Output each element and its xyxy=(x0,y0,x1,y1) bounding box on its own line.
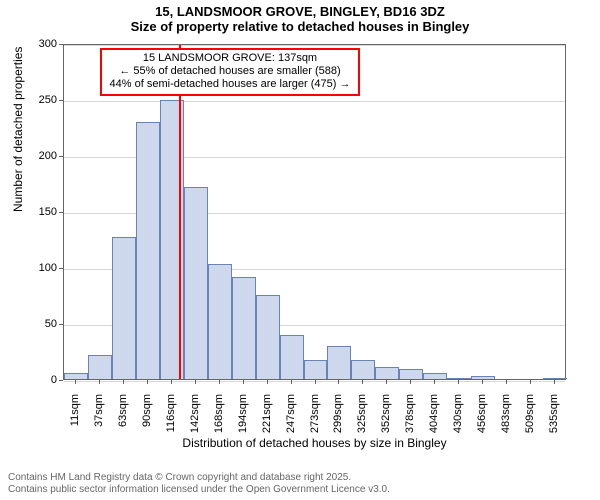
histogram-bar xyxy=(232,277,256,379)
y-tick-mark xyxy=(59,380,63,381)
x-tick-label: 430sqm xyxy=(452,394,464,442)
y-tick-mark xyxy=(59,324,63,325)
x-tick-label: 11sqm xyxy=(69,394,81,442)
x-tick-label: 483sqm xyxy=(500,394,512,442)
x-tick-mark xyxy=(291,380,292,384)
histogram-bar xyxy=(471,376,495,379)
histogram-bar xyxy=(375,367,399,379)
x-tick-label: 352sqm xyxy=(380,394,392,442)
y-tick-label: 250 xyxy=(17,94,57,106)
titles: 15, LANDSMOOR GROVE, BINGLEY, BD16 3DZ S… xyxy=(0,4,600,34)
x-tick-label: 299sqm xyxy=(332,394,344,442)
footer: Contains HM Land Registry data © Crown c… xyxy=(8,472,390,496)
y-tick-label: 50 xyxy=(17,318,57,330)
x-tick-mark xyxy=(434,380,435,384)
x-tick-label: 325sqm xyxy=(356,394,368,442)
x-tick-mark xyxy=(458,380,459,384)
histogram-bar xyxy=(304,360,328,379)
x-tick-label: 168sqm xyxy=(213,394,225,442)
histogram-bar xyxy=(280,335,304,379)
histogram-bar xyxy=(351,360,375,379)
histogram-bar xyxy=(64,373,88,379)
x-tick-mark xyxy=(315,380,316,384)
x-tick-label: 90sqm xyxy=(141,394,153,442)
x-tick-mark xyxy=(338,380,339,384)
y-tick-mark xyxy=(59,156,63,157)
histogram-bar xyxy=(399,369,423,379)
x-tick-mark xyxy=(171,380,172,384)
histogram-bar xyxy=(327,346,351,379)
y-tick-label: 150 xyxy=(17,206,57,218)
x-tick-mark xyxy=(386,380,387,384)
x-tick-label: 404sqm xyxy=(428,394,440,442)
footer-line1: Contains HM Land Registry data © Crown c… xyxy=(8,472,390,484)
footer-line2: Contains public sector information licen… xyxy=(8,484,390,496)
y-tick-label: 300 xyxy=(17,38,57,50)
y-tick-label: 0 xyxy=(17,374,57,386)
title-line2: Size of property relative to detached ho… xyxy=(0,19,600,34)
title-line1: 15, LANDSMOOR GROVE, BINGLEY, BD16 3DZ xyxy=(0,4,600,19)
x-tick-label: 535sqm xyxy=(548,394,560,442)
x-tick-mark xyxy=(506,380,507,384)
x-tick-label: 63sqm xyxy=(117,394,129,442)
x-tick-mark xyxy=(75,380,76,384)
x-tick-mark xyxy=(362,380,363,384)
x-tick-mark xyxy=(267,380,268,384)
y-tick-mark xyxy=(59,44,63,45)
annotation-line2: ← 55% of detached houses are smaller (58… xyxy=(108,65,352,78)
x-tick-label: 116sqm xyxy=(165,394,177,442)
histogram-bar xyxy=(543,378,567,379)
annotation-line3: 44% of semi-detached houses are larger (… xyxy=(108,78,352,91)
annotation-line1: 15 LANDSMOOR GROVE: 137sqm xyxy=(108,52,352,65)
y-tick-label: 200 xyxy=(17,150,57,162)
x-tick-mark xyxy=(147,380,148,384)
y-tick-mark xyxy=(59,212,63,213)
chart-container: 15, LANDSMOOR GROVE, BINGLEY, BD16 3DZ S… xyxy=(0,0,600,500)
histogram-bar xyxy=(112,237,136,379)
gridline xyxy=(64,45,565,46)
x-tick-mark xyxy=(243,380,244,384)
histogram-bar xyxy=(447,378,471,379)
x-tick-mark xyxy=(123,380,124,384)
histogram-bar xyxy=(136,122,160,379)
x-tick-label: 221sqm xyxy=(261,394,273,442)
x-tick-label: 509sqm xyxy=(524,394,536,442)
annotation-box: 15 LANDSMOOR GROVE: 137sqm ← 55% of deta… xyxy=(100,48,360,96)
x-tick-label: 247sqm xyxy=(285,394,297,442)
x-tick-label: 273sqm xyxy=(309,394,321,442)
histogram-bar xyxy=(256,295,280,379)
histogram-bar xyxy=(184,187,208,379)
x-tick-label: 378sqm xyxy=(404,394,416,442)
x-tick-label: 456sqm xyxy=(476,394,488,442)
x-tick-mark xyxy=(482,380,483,384)
y-tick-label: 100 xyxy=(17,262,57,274)
x-tick-label: 37sqm xyxy=(93,394,105,442)
x-tick-mark xyxy=(530,380,531,384)
x-tick-label: 194sqm xyxy=(237,394,249,442)
x-tick-mark xyxy=(195,380,196,384)
x-tick-mark xyxy=(219,380,220,384)
gridline xyxy=(64,101,565,102)
x-tick-label: 142sqm xyxy=(189,394,201,442)
x-tick-mark xyxy=(99,380,100,384)
histogram-bar xyxy=(208,264,232,379)
histogram-bar xyxy=(88,355,112,379)
x-tick-mark xyxy=(554,380,555,384)
x-tick-mark xyxy=(410,380,411,384)
histogram-bar xyxy=(423,373,447,379)
y-tick-mark xyxy=(59,100,63,101)
y-tick-mark xyxy=(59,268,63,269)
